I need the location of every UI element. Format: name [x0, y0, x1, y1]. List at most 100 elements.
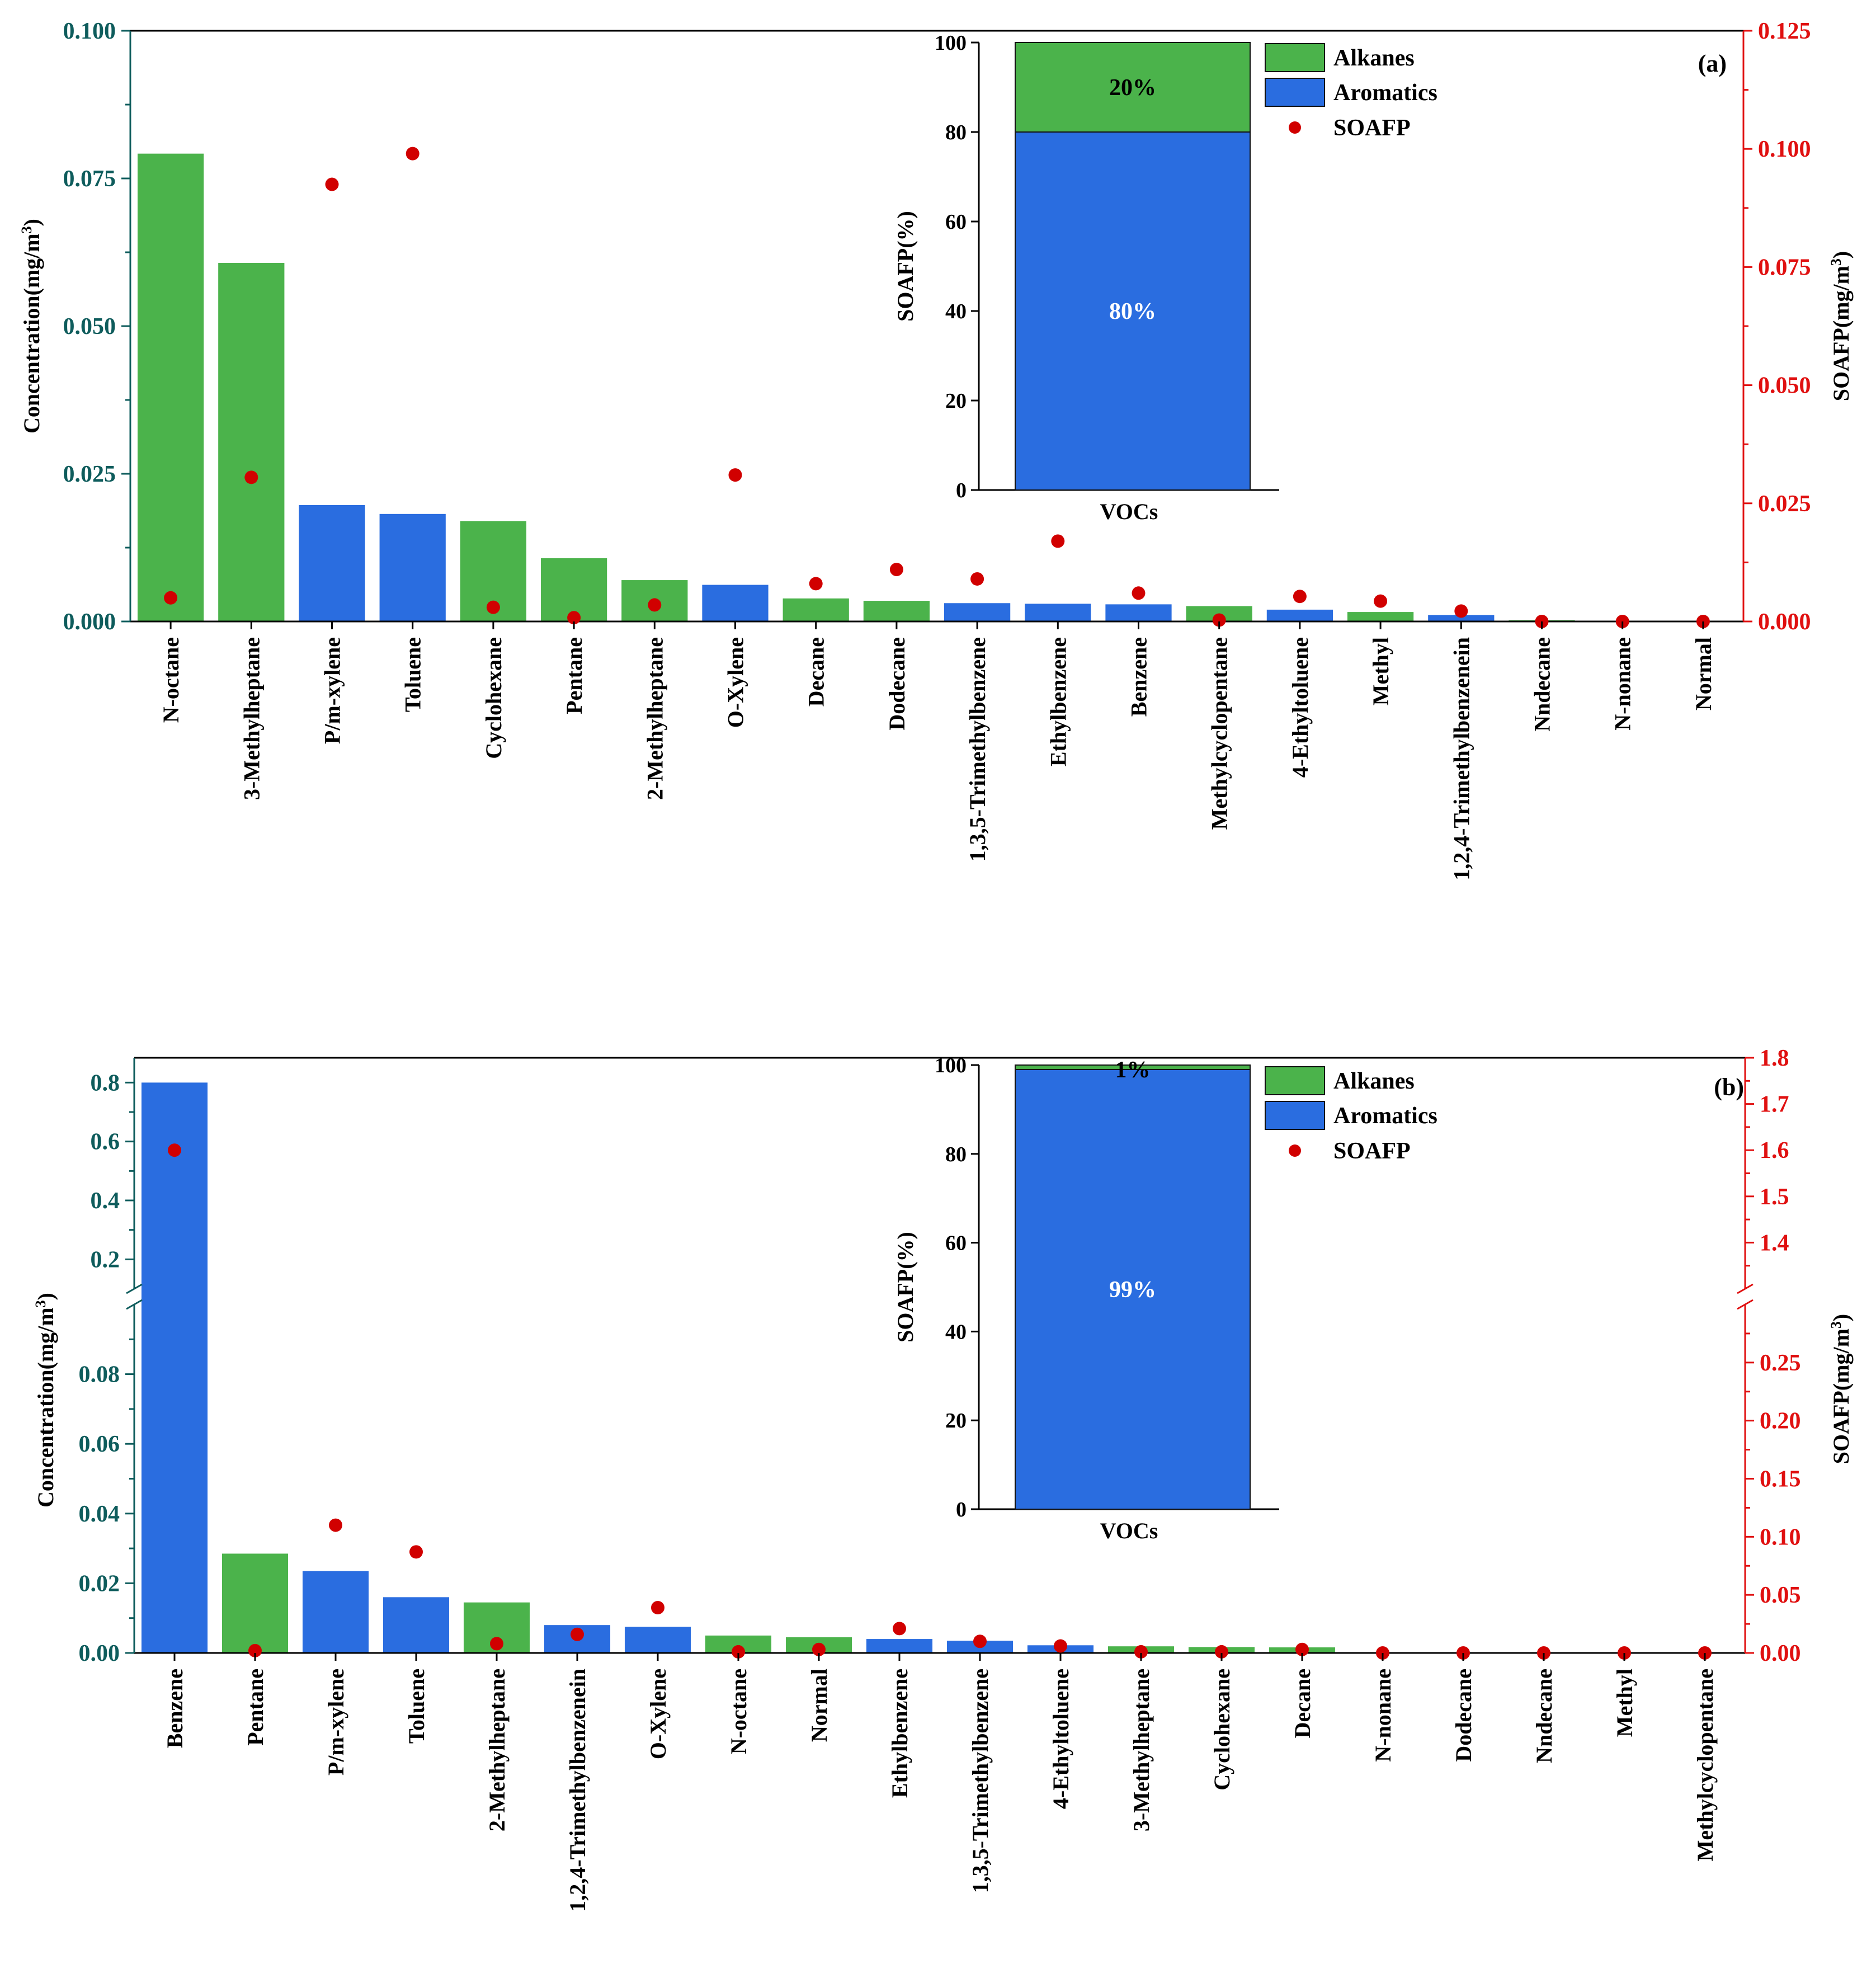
- soafp-point: [406, 147, 419, 161]
- y2-tick-label: 0.25: [1760, 1350, 1801, 1376]
- x-tick-label: N-octane: [158, 637, 183, 723]
- y2-tick-label: 0.20: [1760, 1409, 1801, 1434]
- x-tick-label: Methylcyclopentane: [1693, 1669, 1718, 1861]
- y-axis-title: Concentration(mg/m3): [32, 1293, 59, 1508]
- y2-tick-label: 0.000: [1758, 609, 1811, 635]
- soafp-point: [1134, 1645, 1148, 1659]
- soafp-point: [889, 563, 903, 577]
- soafp-point: [1054, 1639, 1067, 1653]
- y-tick-label: 0.04: [79, 1501, 120, 1527]
- y-tick-label: 0.00: [79, 1641, 120, 1666]
- soafp-point: [164, 591, 178, 605]
- bar: [1266, 609, 1333, 621]
- y2-tick-label: 1.7: [1760, 1092, 1789, 1118]
- y2-tick-label: 1.6: [1760, 1138, 1789, 1164]
- inset-aromatics-label: 80%: [1109, 299, 1156, 324]
- x-tick-label: 3-Methylheptane: [239, 637, 264, 800]
- x-tick-label: N-nonane: [1370, 1669, 1396, 1762]
- y2-tick-label: 0.10: [1760, 1524, 1801, 1550]
- legend-label-soafp: SOAFP: [1333, 1138, 1411, 1164]
- soafp-point: [1295, 1642, 1309, 1656]
- bar: [866, 1639, 933, 1653]
- inset-bar-alkanes: [1015, 42, 1251, 133]
- bar: [383, 1597, 450, 1653]
- inset-y-tick-label: 40: [945, 1320, 967, 1344]
- legend-swatch-aromatics: [1265, 78, 1325, 107]
- inset-alkanes-label: 20%: [1109, 75, 1156, 101]
- x-tick-label: 1,3,5-Trimethylbenzene: [965, 637, 990, 861]
- x-tick-label: O-Xylene: [723, 637, 748, 728]
- inset-bar-aromatics: [1015, 131, 1251, 491]
- legend-label-alkanes: Alkanes: [1333, 45, 1415, 71]
- legend-marker-soafp: [1289, 1144, 1301, 1157]
- right-axis-break-mark: [1737, 1299, 1754, 1310]
- bar: [299, 505, 365, 621]
- panel-label: (a): [1698, 50, 1727, 77]
- y2-tick-label: 1.8: [1760, 1045, 1789, 1071]
- x-tick-label: 1,2,4-Trimethylbenzenein: [1449, 637, 1474, 880]
- y2-axis-title: SOAFP(mg/m3): [1828, 1314, 1854, 1464]
- bar: [540, 558, 607, 621]
- y-tick-label: 0.000: [63, 609, 116, 635]
- y2-tick-label: 0.00: [1760, 1641, 1801, 1666]
- inset-y-tick-label: 100: [935, 31, 967, 55]
- inset-y-label: SOAFP(%): [893, 1232, 918, 1342]
- x-tick-label: Benzene: [1126, 637, 1152, 717]
- x-tick-label: Cyclohexane: [1209, 1669, 1234, 1791]
- soafp-point: [409, 1545, 423, 1559]
- x-tick-label: Nndecane: [1531, 1669, 1557, 1763]
- x-tick-label: 4-Ethyltoluene: [1288, 637, 1313, 778]
- panel-a: 0.000 0.025 0.050 0.075 0.100 0.000 0.025 0.050…: [18, 18, 1854, 880]
- x-tick-label: 1,2,4-Trimethylbenzenein: [565, 1669, 590, 1912]
- x-tick-label: 3-Methylheptane: [1129, 1669, 1154, 1831]
- soafp-point: [567, 611, 581, 625]
- soafp-point: [973, 1634, 987, 1648]
- soafp-point: [1293, 590, 1307, 604]
- x-tick-label: O-Xylene: [645, 1669, 671, 1759]
- bar: [944, 603, 1011, 621]
- inset-aromatics-label: 99%: [1109, 1277, 1156, 1303]
- bar: [379, 514, 446, 621]
- x-tick-label: Cyclohexane: [481, 637, 506, 759]
- x-tick-label: P/m-xylene: [323, 1669, 348, 1775]
- y-tick-label: 0.025: [63, 461, 116, 487]
- inset-y-tick-label: 60: [945, 210, 967, 234]
- x-tick-label: Decane: [1290, 1669, 1315, 1738]
- x-tick-label: Normal: [1691, 637, 1716, 710]
- legend-label-alkanes: Alkanes: [1333, 1068, 1415, 1094]
- soafp-point: [970, 572, 984, 586]
- y2-tick-label: 0.05: [1760, 1582, 1801, 1608]
- inset-y-tick-label: 40: [945, 300, 967, 323]
- x-tick-label: 2-Methylheptane: [642, 637, 667, 800]
- soafp-point: [648, 598, 662, 612]
- inset-alkanes-label: 1%: [1115, 1057, 1151, 1083]
- soafp-point: [571, 1627, 584, 1641]
- bar: [783, 598, 849, 621]
- y2-tick-label: 0.15: [1760, 1467, 1801, 1492]
- inset-bar-alkanes: [1015, 1064, 1251, 1070]
- y-tick-label: 0.100: [63, 18, 116, 44]
- y2-tick-label: 1.4: [1760, 1230, 1789, 1256]
- x-tick-label: Benzene: [162, 1669, 187, 1748]
- left-axis-break-mark: [126, 1299, 143, 1310]
- soafp-point: [168, 1143, 181, 1157]
- x-tick-label: Nndecane: [1530, 637, 1555, 732]
- soafp-point: [1051, 534, 1065, 548]
- x-tick-label: Toluene: [404, 1669, 429, 1744]
- bar: [221, 1553, 289, 1653]
- x-tick-label: 1,3,5-Trimethylbenzene: [968, 1669, 993, 1893]
- x-tick-label: N-octane: [726, 1669, 751, 1754]
- legend-label-soafp: SOAFP: [1333, 115, 1411, 141]
- y-tick-label: 0.6: [91, 1129, 120, 1155]
- soafp-point: [728, 468, 742, 482]
- y-tick-label: 0.075: [63, 166, 116, 192]
- legend-label-aromatics: Aromatics: [1333, 80, 1437, 106]
- soafp-point: [1212, 613, 1226, 627]
- x-tick-label: Ethylbenzene: [887, 1669, 912, 1798]
- legend-label-aromatics: Aromatics: [1333, 1103, 1437, 1129]
- y-tick-label: 0.8: [91, 1070, 120, 1096]
- x-tick-label: Toluene: [400, 637, 426, 712]
- soafp-point: [893, 1622, 906, 1636]
- x-tick-label: N-nonane: [1610, 637, 1635, 731]
